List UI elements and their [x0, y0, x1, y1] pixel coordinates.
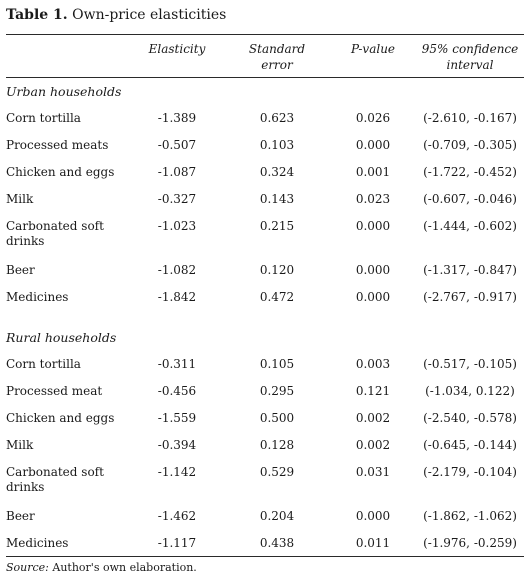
- top-rule: [6, 34, 524, 35]
- cell-p-value: 0.001: [355, 165, 391, 179]
- cell-standard-error: 0.472: [259, 290, 295, 304]
- cell-elasticity: -0.456: [157, 384, 197, 398]
- col-header-standard-error: Standard error: [235, 41, 319, 73]
- cell-p-value: 0.000: [355, 219, 391, 233]
- cell-elasticity: -1.389: [157, 111, 197, 125]
- table-title: Table 1. Own-price elasticities: [6, 6, 226, 24]
- row-label: Carbonated soft drinks: [6, 219, 104, 248]
- row-label: Milk: [6, 192, 34, 206]
- section-heading-rural: Rural households: [6, 330, 117, 345]
- cell-confidence-interval: (-1.034, 0.122): [425, 384, 515, 398]
- cell-elasticity: -1.142: [157, 465, 197, 479]
- row-label: Corn tortilla: [6, 111, 81, 125]
- cell-p-value: 0.002: [355, 438, 391, 452]
- cell-standard-error: 0.438: [259, 536, 295, 550]
- source-label: Source:: [6, 561, 49, 574]
- col-header-confidence-interval: 95% confidence interval: [414, 41, 526, 73]
- cell-elasticity: -1.023: [157, 219, 197, 233]
- cell-elasticity: -1.087: [157, 165, 197, 179]
- row-label: Corn tortilla: [6, 357, 81, 371]
- cell-standard-error: 0.128: [259, 438, 295, 452]
- cell-p-value: 0.002: [355, 411, 391, 425]
- cell-confidence-interval: (-1.862, -1.062): [423, 509, 517, 523]
- cell-p-value: 0.121: [355, 384, 391, 398]
- cell-standard-error: 0.215: [259, 219, 295, 233]
- col-header-se-line2: error: [261, 58, 293, 72]
- cell-elasticity: -0.311: [157, 357, 197, 371]
- cell-p-value: 0.000: [355, 138, 391, 152]
- cell-p-value: 0.031: [355, 465, 391, 479]
- cell-p-value: 0.011: [355, 536, 391, 550]
- source-note: Source: Author's own elaboration.: [6, 561, 197, 575]
- cell-p-value: 0.000: [355, 263, 391, 277]
- cell-elasticity: -1.462: [157, 509, 197, 523]
- cell-standard-error: 0.623: [259, 111, 295, 125]
- source-text: Author's own elaboration.: [48, 561, 197, 574]
- col-header-ci-line1: 95% confidence: [421, 42, 519, 56]
- cell-confidence-interval: (-1.317, -0.847): [423, 263, 517, 277]
- cell-confidence-interval: (-1.976, -0.259): [423, 536, 517, 550]
- bottom-rule: [6, 556, 524, 557]
- cell-confidence-interval: (-0.607, -0.046): [423, 192, 517, 206]
- header-rule: [6, 77, 524, 78]
- row-label: Chicken and eggs: [6, 165, 115, 179]
- cell-elasticity: -1.559: [157, 411, 197, 425]
- col-header-elasticity: Elasticity: [148, 42, 206, 56]
- cell-confidence-interval: (-0.709, -0.305): [423, 138, 517, 152]
- table-number: Table 1.: [6, 7, 68, 23]
- cell-p-value: 0.000: [355, 290, 391, 304]
- cell-standard-error: 0.324: [259, 165, 295, 179]
- cell-standard-error: 0.295: [259, 384, 295, 398]
- col-header-ci-line2: interval: [446, 58, 494, 72]
- row-label: Beer: [6, 263, 35, 277]
- section-heading-urban: Urban households: [6, 84, 122, 99]
- cell-standard-error: 0.103: [259, 138, 295, 152]
- cell-standard-error: 0.120: [259, 263, 295, 277]
- cell-p-value: 0.003: [355, 357, 391, 371]
- cell-confidence-interval: (-0.645, -0.144): [423, 438, 517, 452]
- cell-elasticity: -0.507: [157, 138, 197, 152]
- cell-elasticity: -0.327: [157, 192, 197, 206]
- col-header-se-line1: Standard: [248, 42, 306, 56]
- cell-p-value: 0.000: [355, 509, 391, 523]
- cell-elasticity: -0.394: [157, 438, 197, 452]
- row-label: Medicines: [6, 536, 69, 550]
- cell-standard-error: 0.143: [259, 192, 295, 206]
- row-label: Milk: [6, 438, 34, 452]
- cell-confidence-interval: (-2.610, -0.167): [423, 111, 517, 125]
- cell-p-value: 0.023: [355, 192, 391, 206]
- cell-confidence-interval: (-2.179, -0.104): [423, 465, 517, 479]
- row-label: Processed meats: [6, 138, 109, 152]
- cell-standard-error: 0.529: [259, 465, 295, 479]
- col-header-p-value: P-value: [350, 42, 396, 56]
- row-label: Medicines: [6, 290, 69, 304]
- cell-standard-error: 0.500: [259, 411, 295, 425]
- row-label: Beer: [6, 509, 35, 523]
- cell-confidence-interval: (-1.722, -0.452): [423, 165, 517, 179]
- cell-p-value: 0.026: [355, 111, 391, 125]
- cell-confidence-interval: (-0.517, -0.105): [423, 357, 517, 371]
- row-label: Carbonated soft drinks: [6, 465, 104, 494]
- cell-elasticity: -1.082: [157, 263, 197, 277]
- cell-confidence-interval: (-2.767, -0.917): [423, 290, 517, 304]
- cell-standard-error: 0.105: [259, 357, 295, 371]
- cell-confidence-interval: (-1.444, -0.602): [423, 219, 517, 233]
- cell-confidence-interval: (-2.540, -0.578): [423, 411, 517, 425]
- row-label: Processed meat: [6, 384, 103, 398]
- table-caption: Own-price elasticities: [67, 7, 227, 23]
- cell-elasticity: -1.117: [157, 536, 197, 550]
- cell-elasticity: -1.842: [157, 290, 197, 304]
- row-label: Chicken and eggs: [6, 411, 115, 425]
- cell-standard-error: 0.204: [259, 509, 295, 523]
